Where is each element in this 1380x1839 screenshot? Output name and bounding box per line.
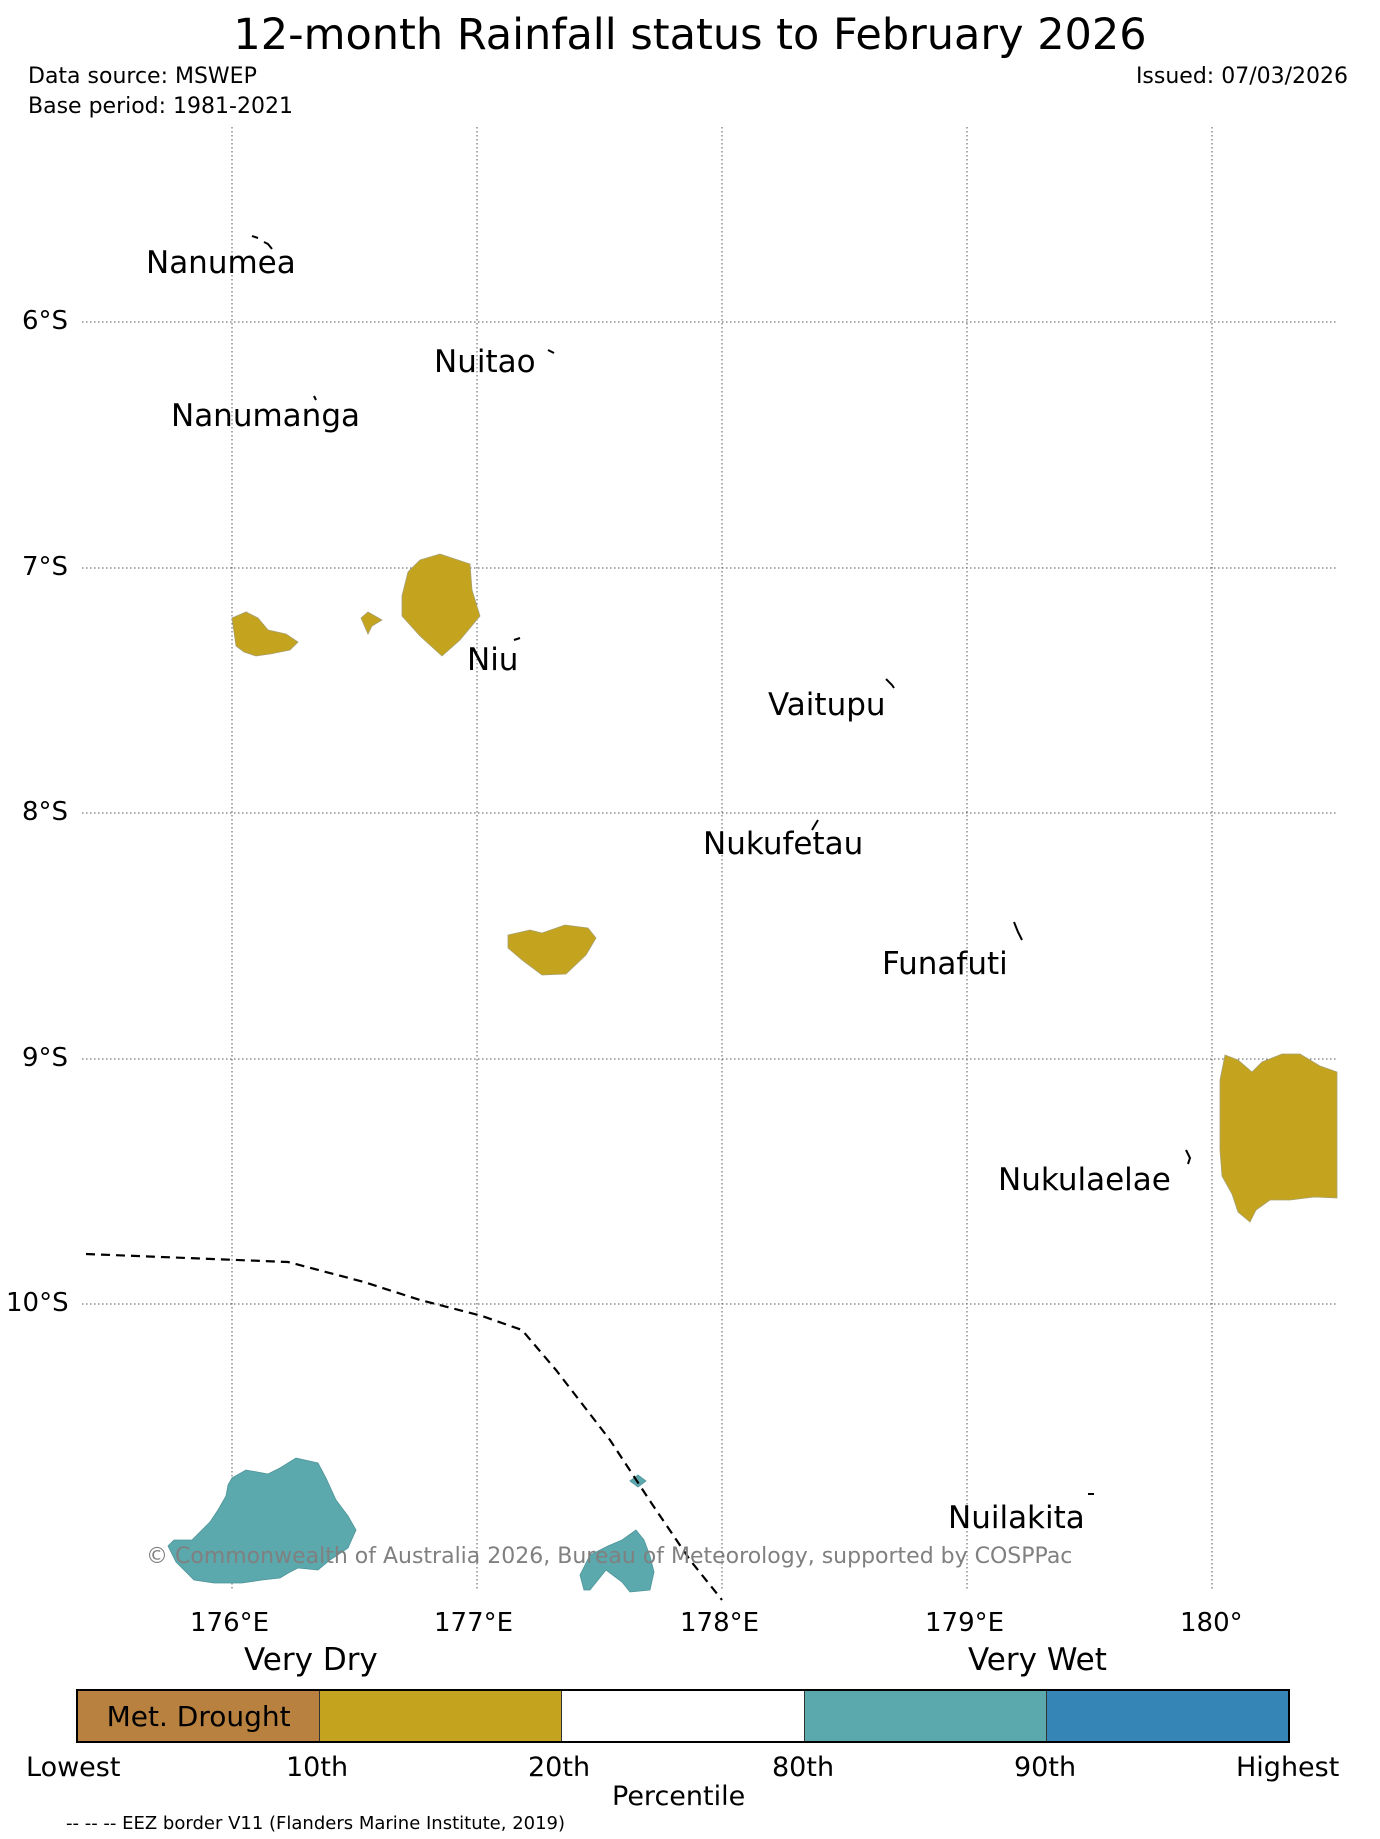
island-label-nuilakita: Nuilakita xyxy=(948,1500,1085,1536)
lon-label-179e: 179°E xyxy=(925,1608,1005,1638)
lon-label-178e: 178°E xyxy=(680,1608,760,1638)
legend-axis-label: Percentile xyxy=(612,1781,746,1812)
legend-tick-80th: 80th xyxy=(772,1752,835,1783)
island-shape xyxy=(1185,1149,1192,1165)
island-shape xyxy=(263,241,273,250)
island-label-nukufetau: Nukufetau xyxy=(703,826,864,862)
lon-label-180: 180° xyxy=(1180,1608,1243,1638)
issued-date: Issued: 07/03/2026 xyxy=(1135,64,1348,89)
dry-area xyxy=(360,611,383,635)
island-label-nuitao: Nuitao xyxy=(434,344,536,380)
copyright-notice: © Commonwealth of Australia 2026, Bureau… xyxy=(146,1544,1073,1569)
colorbar-very-wet xyxy=(1046,1691,1289,1741)
dry-areas xyxy=(231,553,1338,1223)
lat-label-9s: 9°S xyxy=(22,1043,69,1073)
lat-label-7s: 7°S xyxy=(22,552,69,582)
island-shape xyxy=(513,637,521,641)
base-period: Base period: 1981-2021 xyxy=(28,94,293,119)
island-shape xyxy=(885,678,895,689)
colorbar-wet xyxy=(804,1691,1047,1741)
eez-border-note: -- -- -- EEZ border V11 (Flanders Marine… xyxy=(66,1813,566,1834)
wet-area xyxy=(167,1457,357,1584)
dry-area xyxy=(507,924,597,976)
colorbar: Met. Drought xyxy=(76,1689,1290,1743)
rainfall-map xyxy=(82,127,1338,1601)
island-shape xyxy=(313,395,317,401)
island-label-nanumea: Nanumea xyxy=(146,245,296,281)
island-label-funafuti: Funafuti xyxy=(882,946,1008,982)
island-label-niu: Niu xyxy=(467,642,519,678)
island-label-nukulaelae: Nukulaelae xyxy=(998,1162,1171,1198)
lat-label-10s: 10°S xyxy=(6,1288,69,1318)
graticule xyxy=(82,127,1337,1590)
dry-area xyxy=(1219,1053,1338,1223)
lat-label-8s: 8°S xyxy=(22,797,69,827)
colorbar-met-drought-label: Met. Drought xyxy=(106,1699,291,1733)
island-label-vaitupu: Vaitupu xyxy=(768,687,886,723)
legend-very-wet: Very Wet xyxy=(968,1642,1107,1678)
colorbar-average xyxy=(562,1691,805,1741)
legend-very-dry: Very Dry xyxy=(244,1642,378,1678)
island-label-nanumanga: Nanumanga xyxy=(171,398,360,434)
dry-area xyxy=(401,553,481,657)
island-coastlines xyxy=(251,235,1192,1495)
legend-tick-10th: 10th xyxy=(286,1752,349,1783)
lat-label-6s: 6°S xyxy=(22,306,69,336)
colorbar-met-drought: Met. Drought xyxy=(78,1691,321,1741)
lon-label-176e: 176°E xyxy=(190,1608,270,1638)
island-shape xyxy=(547,349,555,354)
island-shape xyxy=(811,819,819,831)
data-source: Data source: MSWEP xyxy=(28,64,257,89)
legend-tick-lowest: Lowest xyxy=(26,1752,121,1783)
colorbar-very-dry xyxy=(320,1691,563,1741)
legend-tick-20th: 20th xyxy=(528,1752,591,1783)
island-shape xyxy=(1013,921,1023,941)
lon-label-177e: 177°E xyxy=(434,1608,514,1638)
legend-tick-90th: 90th xyxy=(1014,1752,1077,1783)
wet-area xyxy=(579,1529,655,1593)
dry-area xyxy=(231,611,299,657)
wet-areas xyxy=(167,1457,655,1593)
legend-tick-highest: Highest xyxy=(1236,1752,1340,1783)
map-title: 12-month Rainfall status to February 202… xyxy=(233,10,1147,60)
island-shape xyxy=(251,235,259,239)
